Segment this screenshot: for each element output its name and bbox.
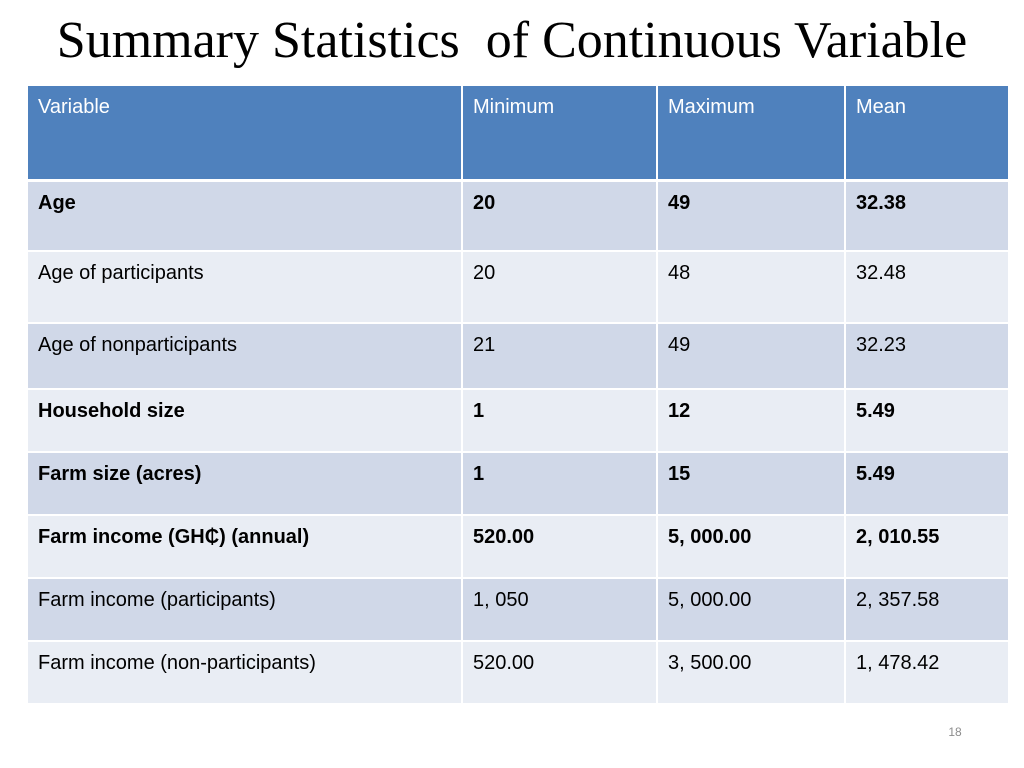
cell-minimum: 20: [461, 179, 658, 252]
table-row: Farm income (non-participants) 520.00 3,…: [26, 640, 1010, 705]
header-variable: Variable: [26, 84, 463, 181]
cell-maximum: 12: [656, 388, 846, 453]
cell-variable: Age: [26, 179, 463, 252]
table-row: Age of nonparticipants 21 49 32.23: [26, 322, 1010, 390]
cell-minimum: 1: [461, 451, 658, 516]
cell-mean: 5.49: [844, 388, 1010, 453]
summary-statistics-table: Variable Minimum Maximum Mean Age 20 49 …: [26, 84, 1010, 705]
cell-minimum: 520.00: [461, 640, 658, 705]
table-row: Farm income (participants) 1, 050 5, 000…: [26, 577, 1010, 642]
cell-variable: Farm income (participants): [26, 577, 463, 642]
cell-minimum: 21: [461, 322, 658, 390]
cell-minimum: 20: [461, 250, 658, 324]
cell-mean: 5.49: [844, 451, 1010, 516]
cell-mean: 2, 010.55: [844, 514, 1010, 579]
table-row: Age 20 49 32.38: [26, 179, 1010, 252]
page-number: 18: [948, 725, 962, 739]
cell-maximum: 49: [656, 179, 846, 252]
cell-maximum: 3, 500.00: [656, 640, 846, 705]
cell-variable: Farm size (acres): [26, 451, 463, 516]
cell-mean: 2, 357.58: [844, 577, 1010, 642]
cell-variable: Age of participants: [26, 250, 463, 324]
cell-variable: Age of nonparticipants: [26, 322, 463, 390]
header-minimum: Minimum: [461, 84, 658, 181]
cell-maximum: 5, 000.00: [656, 577, 846, 642]
header-maximum: Maximum: [656, 84, 846, 181]
cell-maximum: 48: [656, 250, 846, 324]
cell-minimum: 1, 050: [461, 577, 658, 642]
cell-maximum: 49: [656, 322, 846, 390]
header-mean: Mean: [844, 84, 1010, 181]
cell-maximum: 15: [656, 451, 846, 516]
cell-minimum: 520.00: [461, 514, 658, 579]
table-row: Farm income (GH₵) (annual) 520.00 5, 000…: [26, 514, 1010, 579]
cell-variable: Farm income (GH₵) (annual): [26, 514, 463, 579]
slide-title: Summary Statistics of Continuous Variabl…: [56, 12, 968, 69]
cell-mean: 32.38: [844, 179, 1010, 252]
cell-variable: Household size: [26, 388, 463, 453]
cell-variable: Farm income (non-participants): [26, 640, 463, 705]
table-row: Household size 1 12 5.49: [26, 388, 1010, 453]
cell-minimum: 1: [461, 388, 658, 453]
cell-mean: 32.23: [844, 322, 1010, 390]
cell-mean: 1, 478.42: [844, 640, 1010, 705]
table-header-row: Variable Minimum Maximum Mean: [26, 84, 1010, 181]
cell-maximum: 5, 000.00: [656, 514, 846, 579]
table-row: Age of participants 20 48 32.48: [26, 250, 1010, 324]
cell-mean: 32.48: [844, 250, 1010, 324]
table-row: Farm size (acres) 1 15 5.49: [26, 451, 1010, 516]
